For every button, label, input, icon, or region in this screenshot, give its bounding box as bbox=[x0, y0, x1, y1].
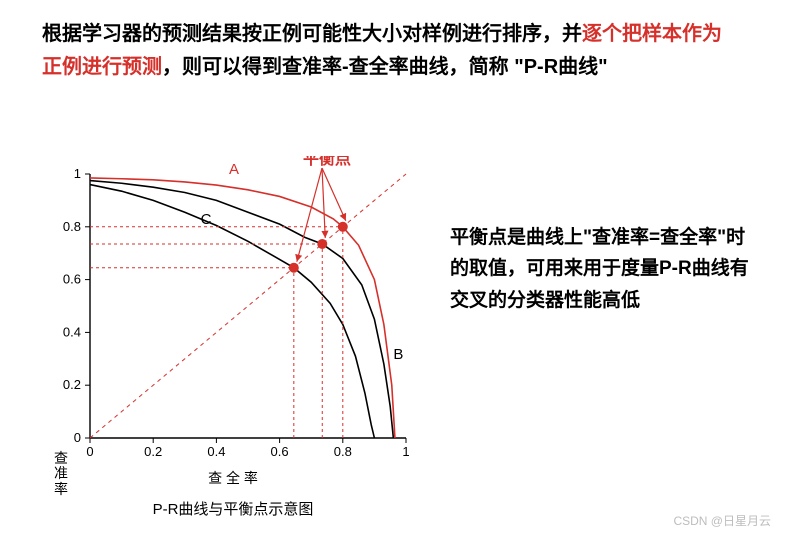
svg-text:平衡点: 平衡点 bbox=[303, 156, 351, 168]
svg-text:0: 0 bbox=[86, 444, 93, 459]
intro-seg1: 根据学习器的预测结果按正例可能性大小对样例进行排序，并 bbox=[42, 23, 582, 45]
pr-chart: 查准率 0 0.2 0.4 0.6 0.8 1 0 0.2 0.4 0.6 0.8 1 平衡点 A B C 查… bbox=[38, 156, 428, 519]
svg-text:0.2: 0.2 bbox=[63, 377, 81, 392]
svg-text:0.6: 0.6 bbox=[63, 272, 81, 287]
y-axis-label: 查准率 bbox=[54, 451, 68, 497]
explanation-text: 平衡点是曲线上"查准率=查全率"时的取值，可用来用于度量P-R曲线有交叉的分类器… bbox=[450, 222, 750, 316]
svg-text:A: A bbox=[229, 161, 239, 178]
svg-text:0.6: 0.6 bbox=[271, 444, 289, 459]
chart-svg: 0 0.2 0.4 0.6 0.8 1 0 0.2 0.4 0.6 0.8 1 平衡点 A B C bbox=[38, 156, 428, 466]
svg-text:0.8: 0.8 bbox=[334, 444, 352, 459]
svg-text:1: 1 bbox=[74, 166, 81, 181]
intro-seg4: "P-R曲线" bbox=[514, 56, 607, 78]
intro-paragraph: 根据学习器的预测结果按正例可能性大小对样例进行排序，并逐个把样本作为正例进行预测… bbox=[42, 18, 740, 84]
x-axis-label: 查 全 率 bbox=[38, 468, 428, 488]
svg-text:0.2: 0.2 bbox=[144, 444, 162, 459]
svg-text:1: 1 bbox=[402, 444, 409, 459]
svg-text:C: C bbox=[201, 211, 212, 228]
svg-text:0: 0 bbox=[74, 430, 81, 445]
svg-text:0.4: 0.4 bbox=[207, 444, 225, 459]
svg-text:B: B bbox=[393, 346, 403, 363]
chart-caption: P-R曲线与平衡点示意图 bbox=[38, 498, 428, 519]
intro-seg3: ，则可以得到查准率-查全率曲线，简称 bbox=[162, 56, 514, 78]
svg-text:0.4: 0.4 bbox=[63, 324, 81, 339]
svg-text:0.8: 0.8 bbox=[63, 219, 81, 234]
watermark: CSDN @日星月云 bbox=[673, 512, 771, 529]
